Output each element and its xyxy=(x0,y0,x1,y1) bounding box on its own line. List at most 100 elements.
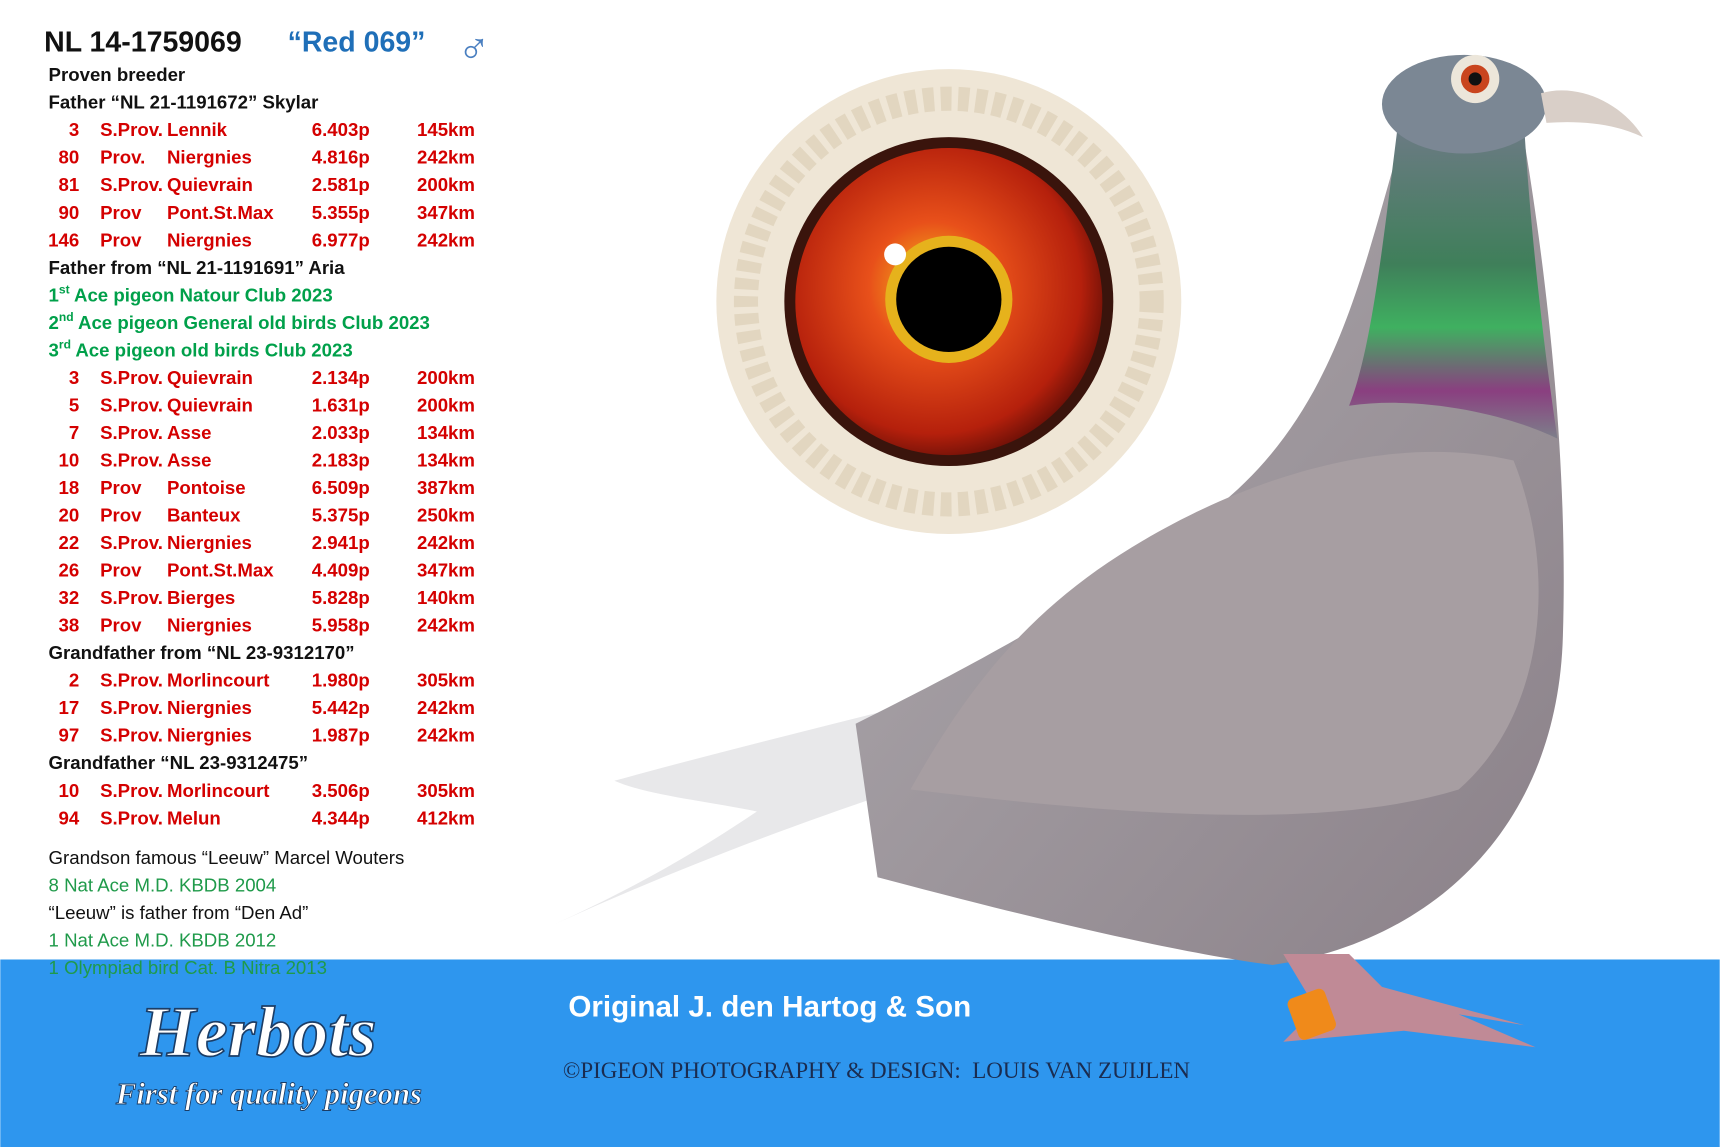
points: 6.977p xyxy=(312,229,370,250)
award-rank: 3 xyxy=(49,339,59,360)
place: 26 xyxy=(59,560,80,581)
race-level: Prov xyxy=(100,229,142,250)
award: 3rd Ace pigeon old birds Club 2023 xyxy=(49,338,353,361)
pigeon-photo xyxy=(554,54,1643,1048)
award-suffix: rd xyxy=(59,338,71,352)
race-level: S.Prov. xyxy=(100,174,163,195)
logo-tagline: First for quality pigeons xyxy=(115,1077,422,1111)
place: 3 xyxy=(69,367,79,388)
distance: 242km xyxy=(417,697,475,718)
race-level: S.Prov. xyxy=(100,807,163,828)
pigeon-neck xyxy=(1349,120,1558,439)
race-location: Quievrain xyxy=(167,367,253,388)
logo: Herbots xyxy=(138,992,376,1072)
race-location: Niergnies xyxy=(167,229,252,250)
points: 6.403p xyxy=(312,119,370,140)
place: 38 xyxy=(59,615,80,636)
points: 1.987p xyxy=(312,725,370,746)
place: 90 xyxy=(59,202,80,223)
points: 3.506p xyxy=(312,780,370,801)
distance: 200km xyxy=(417,367,475,388)
pigeon-name: “Red 069” xyxy=(288,27,426,59)
points: 1.631p xyxy=(312,394,370,415)
place: 80 xyxy=(59,147,80,168)
race-location: Banteux xyxy=(167,505,241,526)
place: 17 xyxy=(59,697,80,718)
points: 2.134p xyxy=(312,367,370,388)
place: 10 xyxy=(59,780,80,801)
distance: 347km xyxy=(417,202,475,223)
points: 5.375p xyxy=(312,505,370,526)
points: 4.344p xyxy=(312,807,370,828)
place: 20 xyxy=(59,505,80,526)
award-text: Ace pigeon old birds Club 2023 xyxy=(75,339,352,360)
eye-pupil xyxy=(896,246,1002,352)
eye-photo xyxy=(716,69,1182,535)
race-level: Prov xyxy=(100,505,142,526)
eye-cere-texture xyxy=(733,86,1164,517)
points: 2.941p xyxy=(312,532,370,553)
race-location: Niergnies xyxy=(167,725,252,746)
place: 5 xyxy=(69,394,79,415)
points: 5.828p xyxy=(312,587,370,608)
distance: 145km xyxy=(417,119,475,140)
race-level: S.Prov. xyxy=(100,367,163,388)
race-level: Prov xyxy=(100,477,142,498)
distance: 134km xyxy=(417,422,475,443)
race-location: Bierges xyxy=(167,587,235,608)
race-level: Prov xyxy=(100,202,142,223)
distance: 242km xyxy=(417,147,475,168)
pigeon-pupil xyxy=(1468,72,1482,86)
place: 18 xyxy=(59,477,80,498)
race-location: Pont.St.Max xyxy=(167,202,274,223)
points: 4.409p xyxy=(312,560,370,581)
place: 2 xyxy=(69,670,79,691)
award-rank: 2 xyxy=(49,312,59,333)
place: 32 xyxy=(59,587,80,608)
distance: 305km xyxy=(417,670,475,691)
eye-highlight xyxy=(884,243,907,266)
note: 8 Nat Ace M.D. KBDB 2004 xyxy=(49,875,277,896)
distance: 200km xyxy=(417,174,475,195)
race-location: Pontoise xyxy=(167,477,246,498)
distance: 200km xyxy=(417,394,475,415)
points: 5.442p xyxy=(312,697,370,718)
race-level: S.Prov. xyxy=(100,422,163,443)
race-location: Melun xyxy=(167,807,221,828)
points: 2.581p xyxy=(312,174,370,195)
race-level: S.Prov. xyxy=(100,394,163,415)
race-location: Quievrain xyxy=(167,174,253,195)
section-heading: Father from “NL 21-1191691” Aria xyxy=(49,257,346,278)
award: 2nd Ace pigeon General old birds Club 202… xyxy=(49,310,430,333)
section-heading: Grandfather “NL 23-9312475” xyxy=(49,752,309,773)
place: 97 xyxy=(59,725,80,746)
place: 81 xyxy=(59,174,80,195)
note: 1 Nat Ace M.D. KBDB 2012 xyxy=(49,930,277,951)
distance: 242km xyxy=(417,229,475,250)
points: 1.980p xyxy=(312,670,370,691)
points: 5.355p xyxy=(312,202,370,223)
distance: 140km xyxy=(417,587,475,608)
race-level: S.Prov. xyxy=(100,725,163,746)
pigeon-beak xyxy=(1540,90,1643,138)
race-level: S.Prov. xyxy=(100,587,163,608)
points: 6.509p xyxy=(312,477,370,498)
photo-credit: ©PIGEON PHOTOGRAPHY & DESIGN: LOUIS VAN … xyxy=(563,1057,1191,1083)
race-location: Morlincourt xyxy=(167,780,269,801)
section-heading: Proven breeder xyxy=(49,64,186,85)
points: 2.033p xyxy=(312,422,370,443)
race-location: Morlincourt xyxy=(167,670,269,691)
race-level: Prov xyxy=(100,615,142,636)
points: 5.958p xyxy=(312,615,370,636)
distance: 387km xyxy=(417,477,475,498)
award-text: Ace pigeon General old birds Club 2023 xyxy=(78,312,430,333)
note: “Leeuw” is father from “Den Ad” xyxy=(49,902,309,923)
note: Grandson famous “Leeuw” Marcel Wouters xyxy=(49,847,405,868)
race-location: Niergnies xyxy=(167,615,252,636)
distance: 242km xyxy=(417,615,475,636)
race-level: S.Prov. xyxy=(100,697,163,718)
race-level: S.Prov. xyxy=(100,119,163,140)
distance: 134km xyxy=(417,449,475,470)
